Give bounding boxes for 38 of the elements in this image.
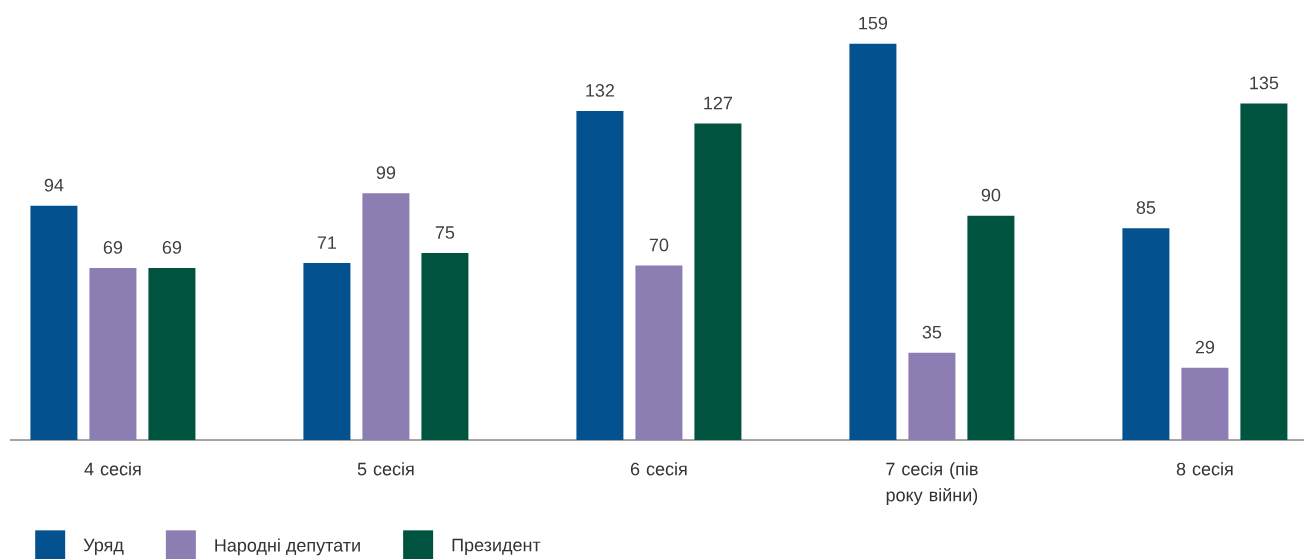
bar [421, 253, 469, 440]
bar [849, 43, 897, 440]
data-label: 85 [1136, 201, 1156, 214]
legend-label: Уряд [83, 538, 124, 555]
legend-label: Народні депутати [215, 538, 360, 556]
data-label: 75 [435, 226, 455, 239]
data-label: 69 [103, 241, 123, 254]
x-tick-label: 4 сесія [84, 462, 141, 476]
legend-label: Президент [452, 538, 541, 555]
data-label: 71 [317, 236, 337, 249]
data-label: 135 [1250, 76, 1279, 90]
bar [1122, 228, 1170, 440]
data-label: 69 [162, 241, 182, 254]
data-label: 94 [44, 178, 64, 192]
bar [694, 123, 742, 440]
bar [303, 263, 351, 440]
data-label: 35 [922, 325, 942, 339]
bar [635, 265, 683, 440]
x-tick-label: 6 сесія [630, 462, 687, 476]
bar [89, 268, 137, 440]
data-label: 90 [981, 188, 1001, 202]
bar [908, 352, 956, 440]
data-label: 70 [649, 238, 669, 252]
x-tick-label: 8 сесія [1176, 462, 1233, 476]
data-label: 29 [1195, 340, 1215, 354]
bar [967, 215, 1015, 440]
bar [1240, 103, 1288, 440]
bar [576, 110, 624, 440]
data-label: 99 [376, 166, 396, 180]
bar [148, 268, 196, 440]
bar [30, 205, 78, 440]
x-tick-label: 5 сесія [357, 462, 414, 476]
data-label: 127 [704, 96, 733, 110]
data-label: 132 [586, 84, 615, 97]
bar [362, 193, 410, 440]
x-tick-label: 7 сесія (пів року війни) [886, 462, 978, 505]
bar [1181, 367, 1229, 440]
data-label: 159 [859, 16, 888, 30]
